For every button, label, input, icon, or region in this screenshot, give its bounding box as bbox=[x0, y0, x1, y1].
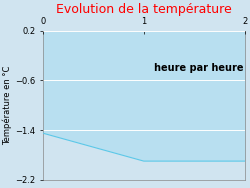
Text: heure par heure: heure par heure bbox=[154, 63, 243, 73]
Y-axis label: Température en °C: Température en °C bbox=[3, 66, 12, 145]
Title: Evolution de la température: Evolution de la température bbox=[56, 3, 232, 16]
